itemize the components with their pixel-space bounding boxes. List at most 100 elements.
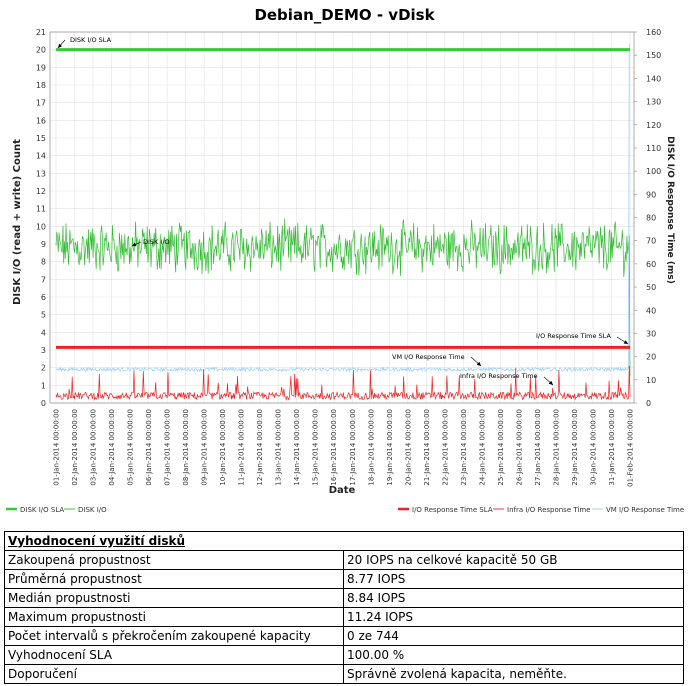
x-tick: 21-Jan-2014 00:00:00 <box>423 409 431 486</box>
y-tick-left: 4 <box>41 328 46 337</box>
x-tick: 06-Jan-2014 00:00:00 <box>145 409 153 486</box>
summary-header-fill <box>343 531 684 551</box>
summary-row: Medián propustnosti 8.84 IOPS <box>4 588 684 608</box>
y-tick-right: 160 <box>646 28 661 37</box>
y-tick-left: 21 <box>36 28 46 37</box>
y-tick-left: 1 <box>41 381 46 390</box>
legend-label: Infra I/O Response Time <box>507 506 591 514</box>
annotation-arrowhead <box>623 340 628 344</box>
legend: DISK I/O SLA DISK I/O I/O Response Time SL… <box>6 506 684 514</box>
y-tick-left: 16 <box>36 116 46 125</box>
x-tick: 23-Jan-2014 00:00:00 <box>460 409 468 486</box>
y-tick-right: 130 <box>646 98 661 107</box>
y-tick-left: 7 <box>41 275 46 284</box>
y-tick-right: 80 <box>646 214 656 223</box>
annotation-arrowhead <box>476 361 481 366</box>
y-tick-left: 14 <box>36 152 46 161</box>
x-tick: 22-Jan-2014 00:00:00 <box>441 409 449 486</box>
summary-row-value: 20 IOPS na celkové kapacitě 50 GB <box>343 550 684 570</box>
legend-label: I/O Response Time SLA <box>412 506 493 514</box>
summary-row-label: Medián propustnosti <box>4 588 344 608</box>
y-tick-right: 140 <box>646 74 661 83</box>
plot-frame <box>49 31 635 404</box>
y-tick-left: 17 <box>36 99 46 108</box>
x-tick: 10-Jan-2014 00:00:00 <box>219 409 227 486</box>
summary-table: Vyhodnocení využití disků Zakoupená prop… <box>4 531 684 684</box>
x-tick: 17-Jan-2014 00:00:00 <box>349 409 357 486</box>
x-tick: 09-Jan-2014 00:00:00 <box>201 409 209 486</box>
y-tick-right: 70 <box>646 237 656 246</box>
summary-row: Zakoupená propustnost 20 IOPS na celkové … <box>4 550 684 570</box>
annotation-label: Infra I/O Response Time <box>460 372 538 380</box>
x-tick: 16-Jan-2014 00:00:00 <box>330 409 338 486</box>
y-tick-left: 12 <box>36 187 46 196</box>
summary-row-label: Zakoupená propustnost <box>4 550 344 570</box>
series-disk-io <box>55 218 631 377</box>
annotation-arrowhead <box>58 43 63 48</box>
summary-row: Doporučení Správně zvolená kapacita, nemě… <box>4 664 684 684</box>
summary-row-value: 100.00 % <box>343 645 684 665</box>
x-tick: 30-Jan-2014 00:00:00 <box>589 409 597 486</box>
x-tick: 08-Jan-2014 00:00:00 <box>182 409 190 486</box>
x-tick: 14-Jan-2014 00:00:00 <box>293 409 301 486</box>
summary-row: Vyhodnocení SLA 100.00 % <box>4 645 684 665</box>
y-tick-left: 3 <box>41 346 46 355</box>
summary-row-value: 8.84 IOPS <box>343 588 684 608</box>
summary-row-label: Průměrná propustnost <box>4 569 344 589</box>
legend-label: DISK I/O SLA <box>20 506 64 514</box>
y-tick-right: 20 <box>646 353 656 362</box>
y-tick-left: 5 <box>41 311 46 320</box>
x-tick: 31-Jan-2014 00:00:00 <box>608 409 616 486</box>
y-tick-left: 9 <box>41 240 46 249</box>
x-tick: 01-Feb-2014 00:00:00 <box>627 409 635 487</box>
series-infra-io-response <box>55 365 631 401</box>
x-tick: 05-Jan-2014 00:00:00 <box>127 409 135 486</box>
y-tick-right: 30 <box>646 329 656 338</box>
y-tick-right: 50 <box>646 283 656 292</box>
x-tick: 20-Jan-2014 00:00:00 <box>404 409 412 486</box>
y-tick-left: 19 <box>36 63 46 72</box>
y-tick-left: 6 <box>41 293 46 302</box>
x-tick: 12-Jan-2014 00:00:00 <box>256 409 264 486</box>
summary-row: Průměrná propustnost 8.77 IOPS <box>4 569 684 589</box>
y-tick-right: 40 <box>646 306 656 315</box>
x-tick: 02-Jan-2014 00:00:00 <box>71 409 79 486</box>
summary-header: Vyhodnocení využití disků <box>4 531 344 551</box>
x-tick: 29-Jan-2014 00:00:00 <box>571 409 579 486</box>
x-tick: 15-Jan-2014 00:00:00 <box>312 409 320 486</box>
x-tick: 25-Jan-2014 00:00:00 <box>497 409 505 486</box>
y-tick-right: 60 <box>646 260 656 269</box>
y-axis-left-title: DISK I/O (read + write) Count <box>12 139 23 305</box>
y-tick-left: 2 <box>41 364 46 373</box>
y-tick-left: 8 <box>41 258 46 267</box>
summary-row-label: Počet intervalů s překročením zakoupené … <box>4 626 344 646</box>
y-tick-right: 0 <box>646 399 651 408</box>
annotation-label: DISK I/O <box>143 238 170 246</box>
y-tick-right: 110 <box>646 144 661 153</box>
y-tick-right: 150 <box>646 51 661 60</box>
y-axis-right-title: DISK I/O Response Time (ms) <box>665 136 675 284</box>
summary-row: Maximum propustnosti 11.24 IOPS <box>4 607 684 627</box>
summary-row: Počet intervalů s překročením zakoupené … <box>4 626 684 646</box>
right-axis-ticks: 0 10 20 30 40 50 60 70 80 90 100 110 120 130 140 150 160 <box>634 28 661 408</box>
y-tick-right: 100 <box>646 167 661 176</box>
y-tick-left: 11 <box>36 205 46 214</box>
annotation-arrowhead <box>548 380 553 385</box>
y-tick-right: 90 <box>646 190 656 199</box>
x-tick: 11-Jan-2014 00:00:00 <box>238 409 246 486</box>
plot-background <box>50 32 634 403</box>
x-tick: 27-Jan-2014 00:00:00 <box>534 409 542 486</box>
series <box>55 43 631 401</box>
annotation-arrowhead <box>132 242 137 247</box>
y-tick-left: 13 <box>36 169 46 178</box>
summary-row-label: Doporučení <box>4 664 344 684</box>
x-tick: 19-Jan-2014 00:00:00 <box>386 409 394 486</box>
summary-row-label: Vyhodnocení SLA <box>4 645 344 665</box>
summary-row-value: 0 ze 744 <box>343 626 684 646</box>
summary-row-label: Maximum propustnosti <box>4 607 344 627</box>
series-vm-io-response <box>55 43 630 373</box>
y-tick-left: 20 <box>36 46 46 55</box>
x-tick: 26-Jan-2014 00:00:00 <box>515 409 523 486</box>
